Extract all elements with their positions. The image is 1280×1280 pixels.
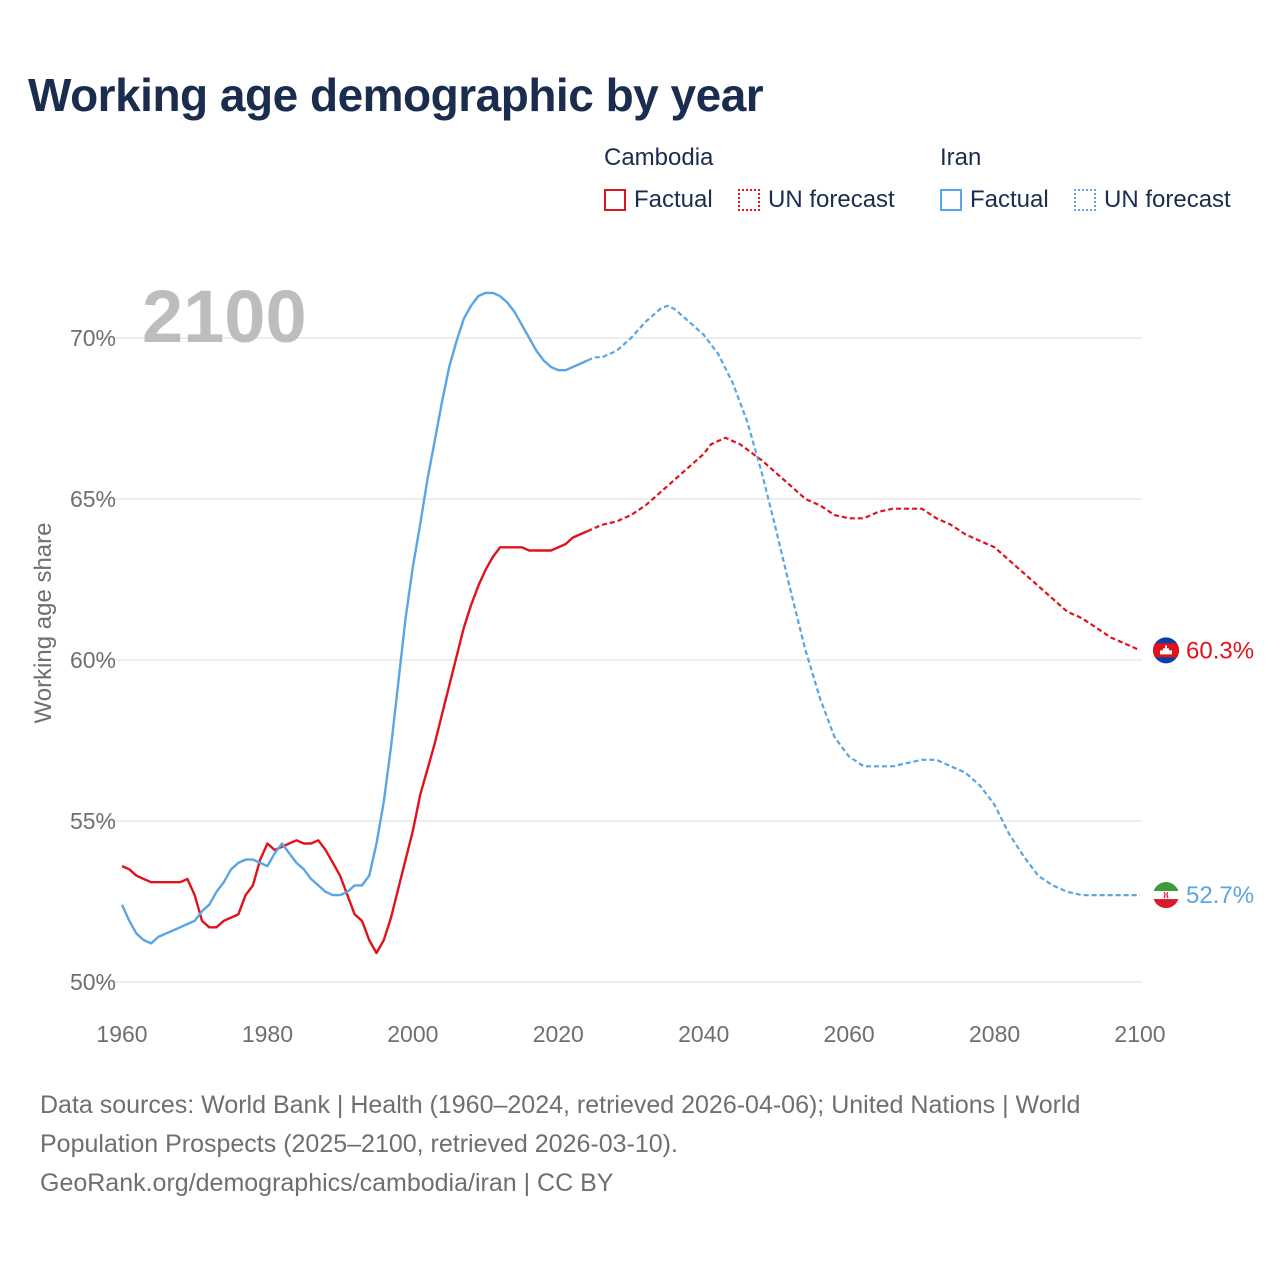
legend-iran-title: Iran <box>940 144 982 171</box>
iran-end-value: 52.7% <box>1186 882 1254 909</box>
legend-swatch-dotted-icon <box>738 189 760 211</box>
x-tick-label: 2040 <box>678 1021 729 1047</box>
y-tick-label: 60% <box>70 647 116 673</box>
year-watermark: 2100 <box>142 275 307 358</box>
legend-swatch-solid-icon <box>604 189 626 211</box>
legend-swatch-solid-icon <box>940 189 962 211</box>
footer-line-1: Data sources: World Bank | Health (1960–… <box>40 1091 1081 1119</box>
iran-forecast-line[interactable] <box>586 304 1140 897</box>
legend-label: Factual <box>634 186 713 213</box>
cambodia-factual-line[interactable] <box>121 530 588 955</box>
y-tick-label: 65% <box>70 486 116 512</box>
x-tick-label: 1960 <box>96 1021 147 1047</box>
x-axis-ticks: 1960 1980 2000 2020 2040 2060 2080 2100 <box>96 1021 1165 1047</box>
legend-label: UN forecast <box>768 186 895 213</box>
cambodia-end-value: 60.3% <box>1186 637 1254 664</box>
cambodia-flag-icon[interactable] <box>1152 636 1180 664</box>
y-tick-label: 50% <box>70 969 116 995</box>
x-tick-label: 2080 <box>969 1021 1020 1047</box>
legend-iran-factual[interactable]: Factual <box>940 186 1049 214</box>
x-tick-label: 1980 <box>242 1021 293 1047</box>
footer-line-2: Population Prospects (2025–2100, retriev… <box>40 1130 678 1158</box>
legend-cambodia-factual[interactable]: Factual <box>604 186 713 214</box>
series-lines <box>120 291 1141 955</box>
y-axis-label: Working age share <box>30 523 57 724</box>
y-axis-ticks: 50% 55% 60% 65% 70% <box>70 325 116 995</box>
legend-label: UN forecast <box>1104 186 1231 213</box>
footer-sources: Data sources: World Bank | Health (1960–… <box>40 1086 1240 1203</box>
legend-iran-forecast[interactable]: UN forecast <box>1074 186 1231 214</box>
footer-line-3[interactable]: GeoRank.org/demographics/cambodia/iran |… <box>40 1169 614 1197</box>
x-tick-label: 2020 <box>533 1021 584 1047</box>
legend-cambodia-title: Cambodia <box>604 144 714 171</box>
legend-swatch-dotted-icon <box>1074 189 1096 211</box>
cambodia-forecast-line[interactable] <box>586 436 1141 652</box>
iran-factual-line[interactable] <box>120 291 588 945</box>
x-tick-label: 2060 <box>824 1021 875 1047</box>
y-tick-label: 55% <box>70 808 116 834</box>
chart-title: Working age demographic by year <box>28 69 764 121</box>
gridlines <box>96 337 1142 983</box>
y-tick-label: 70% <box>70 325 116 351</box>
x-tick-label: 2000 <box>387 1021 438 1047</box>
legend-cambodia-forecast[interactable]: UN forecast <box>738 186 895 214</box>
iran-flag-icon[interactable] <box>1152 881 1180 909</box>
x-tick-label: 2100 <box>1114 1021 1165 1047</box>
line-chart: 50% 55% 60% 65% 70% 1960 1980 2000 2020 2040 2060… <box>30 275 1254 1047</box>
legend-label: Factual <box>970 186 1049 213</box>
